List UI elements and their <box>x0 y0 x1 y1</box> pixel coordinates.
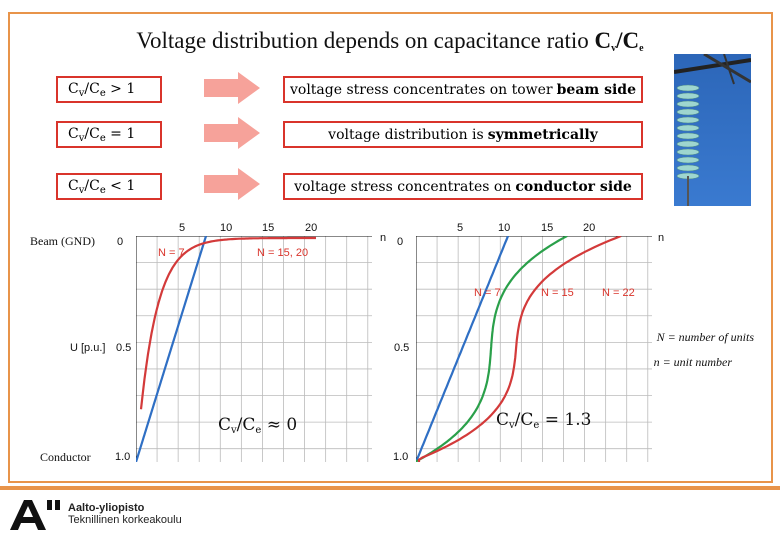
y-tick-0-right: 0 <box>397 236 404 248</box>
aalto-logo-icon <box>10 500 60 530</box>
result-bold: symmetrically <box>487 126 598 143</box>
x-tick-10-right: 10 <box>498 222 511 234</box>
result-bold: beam side <box>556 81 636 98</box>
org-name: Aalto-yliopisto <box>68 502 145 514</box>
conductor-label: Conductor <box>40 450 91 464</box>
curve-n22-right <box>417 236 622 462</box>
x-tick-15-left: 15 <box>262 222 275 234</box>
result-text: voltage stress concentrates on tower <box>289 81 553 98</box>
x-tick-5-right: 5 <box>457 222 464 234</box>
result-box-symmetric: voltage distribution is symmetrically <box>283 121 643 148</box>
result-text: voltage distribution is <box>328 126 484 143</box>
condition-gt-label: Cv/Ce > 1 <box>68 80 136 99</box>
arrow-right-icon <box>204 117 260 149</box>
y-tick-10-left: 1.0 <box>115 451 131 463</box>
curve-label-n7-right: N = 7 <box>474 287 501 299</box>
left-chart <box>136 236 372 462</box>
n-axis-label-right: n <box>658 232 665 244</box>
x-tick-10-left: 10 <box>220 222 233 234</box>
org-subname: Teknillinen korkeakoulu <box>68 514 182 526</box>
x-tick-20-right: 20 <box>583 222 596 234</box>
result-text: voltage stress concentrates on <box>294 178 512 195</box>
curve-label-n15-right: N = 15 <box>541 287 574 299</box>
y-tick-05-right: 0.5 <box>394 342 410 354</box>
curve-n15-right <box>416 236 568 462</box>
page-title: Voltage distribution depends on capacita… <box>0 28 780 54</box>
legend-n-unit-number: n = unit number <box>653 355 732 369</box>
ratio-label-left: Cv/Ce ≈ 0 <box>218 415 298 436</box>
slide-frame <box>8 12 773 483</box>
y-tick-10-right: 1.0 <box>393 451 409 463</box>
curve-n7-left <box>136 236 208 462</box>
x-tick-15-right: 15 <box>541 222 554 234</box>
title-text: Voltage distribution depends on capacita… <box>136 28 595 53</box>
u-pu-label: U [p.u.] <box>70 342 106 354</box>
x-tick-5-left: 5 <box>179 222 186 234</box>
n-axis-label-left: n <box>380 232 387 244</box>
legend-n-units: N = number of units <box>656 330 754 344</box>
footer-org: Aalto-yliopisto Teknillinen korkeakoulu <box>68 502 182 526</box>
condition-eq-label: Cv/Ce = 1 <box>68 125 136 144</box>
right-chart <box>416 236 652 462</box>
condition-box-eq: Cv/Ce = 1 <box>56 121 162 148</box>
curve-label-n7-left: N = 7 <box>158 247 185 259</box>
y-tick-0-left: 0 <box>117 236 124 248</box>
x-tick-20-left: 20 <box>305 222 318 234</box>
arrow-right-icon <box>204 72 260 104</box>
condition-box-lt: Cv/Ce < 1 <box>56 173 162 200</box>
curve-n15-20-left <box>139 236 316 410</box>
curve-n7-right <box>416 236 510 462</box>
title-ratio: Cv/Ce <box>594 28 644 54</box>
beam-gnd-label: Beam (GND) <box>30 234 95 248</box>
result-bold: conductor side <box>515 178 632 195</box>
y-tick-05-left: 0.5 <box>116 342 132 354</box>
condition-box-gt: Cv/Ce > 1 <box>56 76 162 103</box>
insulator-photo <box>674 54 751 206</box>
footer-divider <box>0 486 780 490</box>
condition-lt-label: Cv/Ce < 1 <box>68 177 136 196</box>
curve-label-n22-right: N = 22 <box>602 287 635 299</box>
result-box-conductor-side: voltage stress concentrates on conductor… <box>283 173 643 200</box>
result-box-beam-side: voltage stress concentrates on tower bea… <box>283 76 643 103</box>
ratio-label-right: Cv/Ce = 1.3 <box>496 410 592 431</box>
arrow-right-icon <box>204 168 260 200</box>
curve-label-n15-20-left: N = 15, 20 <box>257 247 309 259</box>
